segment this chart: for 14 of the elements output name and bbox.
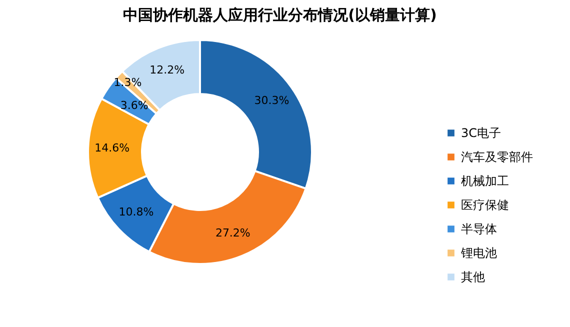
legend-label: 机械加工 <box>461 174 509 188</box>
data-label: 30.3% <box>254 94 290 107</box>
chart-title: 中国协作机器人应用行业分布情况(以销量计算) <box>123 6 437 24</box>
data-label: 3.6% <box>120 99 148 112</box>
legend-label: 3C电子 <box>461 126 502 140</box>
data-label: 10.8% <box>118 206 154 219</box>
legend-label: 其他 <box>461 270 485 284</box>
legend-label: 医疗保健 <box>461 198 509 212</box>
legend-label: 汽车及零部件 <box>461 150 533 164</box>
data-label: 27.2% <box>215 226 250 240</box>
data-label: 12.2% <box>150 63 185 76</box>
legend-label: 锂电池 <box>460 246 497 260</box>
data-label: 14.6% <box>94 142 130 155</box>
legend-label: 半导体 <box>461 222 497 236</box>
